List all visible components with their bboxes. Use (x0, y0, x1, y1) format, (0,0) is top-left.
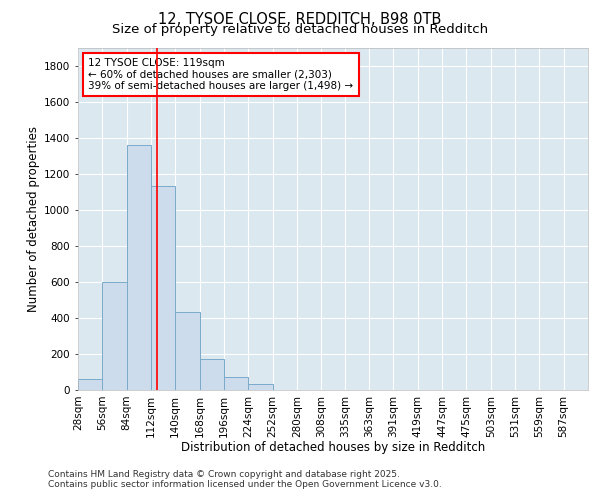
X-axis label: Distribution of detached houses by size in Redditch: Distribution of detached houses by size … (181, 441, 485, 454)
Bar (103, 282, 127, 390)
Text: Contains HM Land Registry data © Crown copyright and database right 2025.
Contai: Contains HM Land Registry data © Crown c… (48, 470, 442, 489)
Bar (224, 378, 248, 390)
Text: Size of property relative to detached houses in Redditch: Size of property relative to detached ho… (112, 22, 488, 36)
Bar (175, 312, 200, 390)
Y-axis label: Number of detached properties: Number of detached properties (27, 126, 40, 312)
Bar (248, 384, 272, 390)
Text: 12 TYSOE CLOSE: 119sqm
← 60% of detached houses are smaller (2,303)
39% of semi-: 12 TYSOE CLOSE: 119sqm ← 60% of detached… (88, 58, 353, 91)
Text: 12, TYSOE CLOSE, REDDITCH, B98 0TB: 12, TYSOE CLOSE, REDDITCH, B98 0TB (158, 12, 442, 28)
Bar (78, 379, 103, 390)
Bar (151, 186, 175, 390)
Bar (200, 360, 224, 390)
Bar (127, 145, 151, 390)
